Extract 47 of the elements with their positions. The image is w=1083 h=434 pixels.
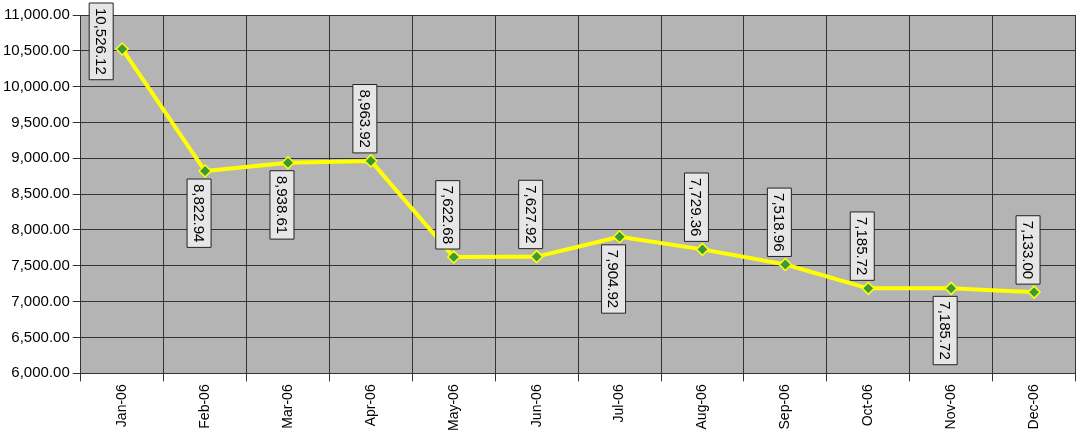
point	[1027, 285, 1041, 299]
data-label: 7,729.36	[688, 178, 706, 237]
x-tick-label: Feb-06	[195, 384, 212, 429]
y-tick-label: 10,500.00	[3, 40, 70, 58]
data-label: 7,518.96	[771, 193, 789, 252]
x-tick-label: Jan-06	[113, 384, 130, 428]
point	[364, 154, 378, 168]
data-label: 7,627.92	[522, 185, 540, 244]
point	[695, 242, 710, 257]
data-label: 7,133.00	[1019, 220, 1037, 280]
y-tick-label: 6,000.00	[11, 363, 70, 381]
x-tick-label: Nov-06	[942, 384, 959, 430]
y-tick-label: 11,000.00	[4, 5, 70, 23]
x-tick-label: Apr-06	[361, 384, 378, 427]
data-label: 7,622.68	[439, 185, 457, 245]
y-tick-label: 9,500.00	[11, 112, 70, 130]
x-tick-label: Aug-06	[693, 384, 710, 430]
x-tick-label: Mar-06	[278, 384, 295, 429]
x-tick-label: Jul-06	[610, 384, 627, 423]
data-label: 7,904.92	[605, 249, 623, 309]
y-tick-label: 7,500.00	[11, 255, 70, 273]
point	[944, 281, 958, 296]
data-label: 7,185.72	[854, 216, 872, 276]
x-tick-label: Sep-06	[776, 384, 793, 430]
y-tick-label: 8,000.00	[11, 220, 70, 238]
x-tick-label: May-06	[444, 384, 461, 431]
data-label: 7,185.72	[937, 301, 955, 360]
x-tick-label: Oct-06	[859, 384, 876, 427]
point	[115, 42, 129, 56]
x-tick-label: Dec-06	[1024, 384, 1041, 430]
data-label: 8,822.94	[190, 184, 208, 243]
point	[447, 250, 461, 264]
y-tick-label: 6,500.00	[11, 327, 70, 345]
point	[612, 230, 627, 244]
x-tick-label: Jun-06	[527, 384, 544, 428]
y-tick-label: 10,000.00	[3, 76, 70, 94]
point	[198, 164, 212, 178]
y-tick-label: 8,500.00	[11, 184, 70, 202]
y-tick-label: 9,000.00	[11, 148, 70, 166]
point	[529, 249, 544, 264]
point	[778, 257, 793, 272]
y-tick-label: 7,000.00	[11, 291, 70, 309]
data-label: 8,963.92	[356, 89, 374, 148]
point	[861, 281, 876, 296]
point	[281, 155, 295, 170]
data-label: 10,526.12	[93, 8, 111, 75]
data-label: 8,938.61	[273, 175, 291, 235]
